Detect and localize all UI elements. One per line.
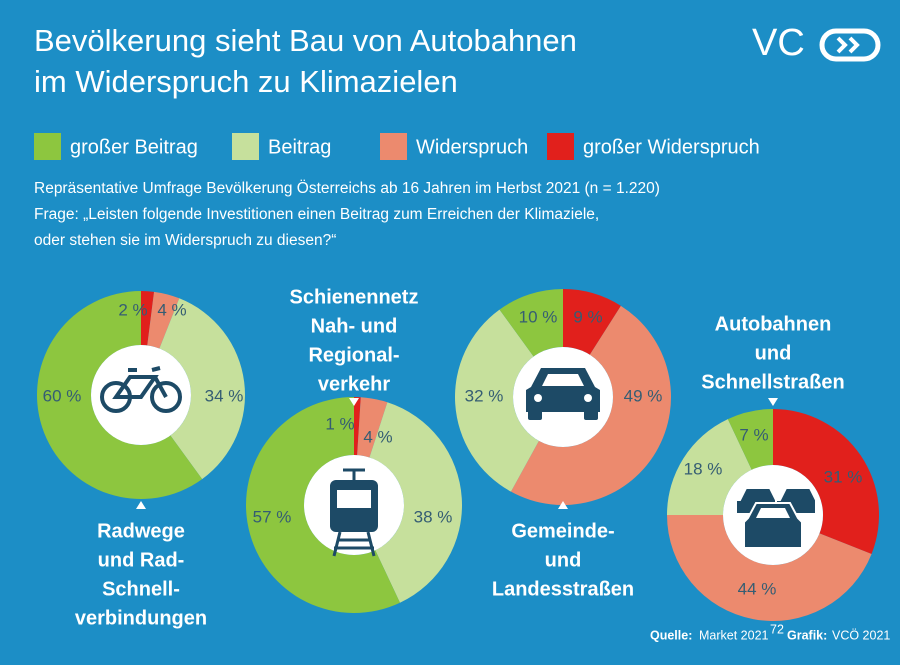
donut-segment (773, 409, 880, 555)
chart-title: verkehr (318, 373, 390, 395)
donut-segment (36, 291, 203, 499)
legend-label: Beitrag (268, 136, 331, 158)
legend-label: großer Widerspruch (583, 136, 760, 158)
donut-segment (499, 289, 563, 357)
value-label: 60 % (43, 386, 82, 405)
value-label: 49 % (624, 386, 663, 405)
value-label: 31 % (824, 467, 863, 486)
legend-swatch (232, 133, 259, 160)
donut-segment (454, 309, 539, 492)
value-label: 57 % (253, 507, 292, 526)
logo-shape (819, 28, 881, 62)
value-label: 4 % (157, 300, 186, 319)
value-label: 32 % (465, 386, 504, 405)
legend-swatch (547, 133, 574, 160)
car-icon (526, 368, 600, 420)
chart-title: Gemeinde- (511, 520, 614, 542)
chart-title: Landesstraßen (492, 578, 634, 600)
value-label: 44 % (738, 579, 777, 598)
pointer (558, 501, 568, 509)
bike-icon (100, 366, 182, 413)
value-label: 18 % (684, 459, 723, 478)
chart-title: Nah- und (311, 315, 398, 337)
logo-text: VC (752, 22, 805, 64)
graphic-label: Grafik: (787, 628, 827, 642)
logo: VC (752, 22, 881, 64)
subtitle: oder stehen sie im Widerspruch zu diesen… (34, 232, 336, 249)
donut-segment (727, 409, 773, 470)
logo-shape (836, 36, 860, 54)
value-label: 10 % (519, 307, 558, 326)
cars-icon (735, 487, 817, 549)
value-label: 1 % (325, 414, 354, 433)
donut-segment (563, 289, 621, 355)
pointer (349, 398, 359, 406)
legend-swatch (380, 133, 407, 160)
value-label: 7 % (739, 425, 768, 444)
chart-title: Autobahnen (715, 313, 832, 335)
value-label: 38 % (414, 507, 453, 526)
chart-title: und (545, 549, 582, 571)
value-label: 9 % (573, 307, 602, 326)
donut-segment (510, 305, 672, 506)
donut-segment (667, 419, 752, 515)
value-label: 34 % (205, 386, 244, 405)
legend-label: großer Beitrag (70, 136, 198, 158)
footnote: 72 (770, 622, 784, 636)
donut-segment (245, 397, 400, 613)
icons (100, 366, 817, 557)
source: Market 2021 (699, 628, 769, 642)
donut-segment (357, 397, 388, 458)
chart-title: Regional- (308, 344, 399, 366)
donut-segment (354, 397, 361, 456)
chart-title: Radwege (97, 520, 185, 542)
pointer (768, 398, 778, 406)
chart-title: Schnellstraßen (701, 371, 844, 393)
donut-segment (667, 515, 872, 622)
value-label: 4 % (363, 427, 392, 446)
value-label: 2 % (118, 300, 147, 319)
donut-segment (369, 402, 463, 603)
donut-segment (147, 291, 180, 349)
tram-icon (330, 468, 378, 557)
legend-label: Widerspruch (416, 136, 528, 158)
chart-title: und Rad- (98, 549, 185, 571)
pointer (136, 501, 146, 509)
chart-title: und (755, 342, 792, 364)
donut-segment (141, 291, 155, 346)
legend-swatch (34, 133, 61, 160)
chart-title: Schienennetz (290, 286, 419, 308)
subtitle: Frage: „Leisten folgende Investitionen e… (34, 206, 599, 223)
graphic: VCÖ 2021 (832, 628, 890, 642)
chart-title: Schnell- (102, 578, 180, 600)
title-line: im Widerspruch zu Klimazielen (34, 64, 458, 99)
donut-segment (159, 298, 245, 480)
source-label: Quelle: (650, 628, 692, 642)
subtitle: Repräsentative Umfrage Bevölkerung Öster… (34, 179, 660, 197)
title-line: Bevölkerung sieht Bau von Autobahnen (34, 23, 577, 58)
chart-title: verbindungen (75, 607, 207, 629)
